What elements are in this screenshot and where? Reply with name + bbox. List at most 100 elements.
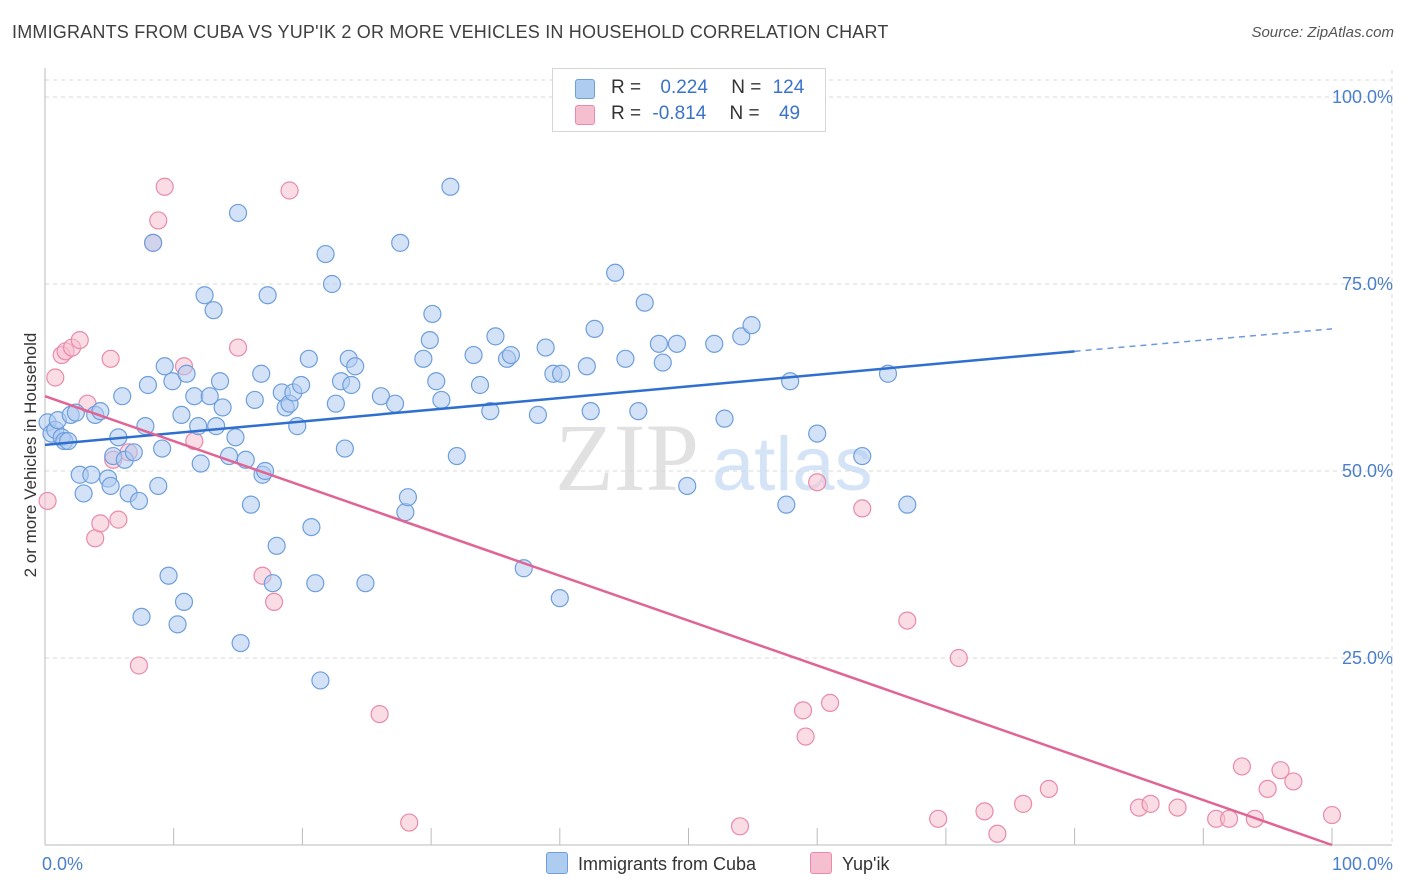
point-cuba xyxy=(585,319,604,338)
legend-swatch-yupik xyxy=(575,105,595,125)
point-cuba xyxy=(185,387,204,406)
point-yupik xyxy=(149,211,168,230)
point-cuba xyxy=(226,428,245,447)
chart-title: IMMIGRANTS FROM CUBA VS YUP'IK 2 OR MORE… xyxy=(12,22,889,42)
point-cuba xyxy=(132,607,151,626)
point-yupik xyxy=(1168,798,1187,817)
point-yupik xyxy=(808,473,827,492)
point-cuba xyxy=(101,476,120,496)
point-yupik xyxy=(1219,809,1239,828)
point-cuba xyxy=(346,357,365,376)
point-yupik xyxy=(101,349,120,368)
point-yupik xyxy=(988,824,1007,843)
point-cuba xyxy=(195,286,214,305)
point-cuba xyxy=(252,364,271,383)
point-yupik xyxy=(46,368,65,387)
point-yupik xyxy=(91,514,110,533)
series-cuba-points xyxy=(38,177,917,690)
point-cuba xyxy=(391,233,410,252)
point-cuba xyxy=(441,177,460,196)
point-yupik xyxy=(228,338,248,357)
point-cuba xyxy=(705,334,724,353)
point-cuba xyxy=(581,402,600,421)
point-cuba xyxy=(191,454,210,473)
point-cuba xyxy=(808,424,827,443)
point-yupik xyxy=(929,809,948,828)
point-yupik xyxy=(1284,772,1303,791)
point-cuba xyxy=(371,387,391,406)
point-cuba xyxy=(342,375,361,395)
point-yupik xyxy=(70,331,89,350)
point-cuba xyxy=(241,495,261,514)
point-cuba xyxy=(606,263,625,282)
point-cuba xyxy=(551,364,571,383)
point-cuba xyxy=(129,491,149,511)
point-cuba xyxy=(356,574,375,593)
point-cuba xyxy=(777,495,796,514)
point-yupik xyxy=(949,648,968,668)
point-yupik xyxy=(280,181,299,200)
point-yupik xyxy=(730,817,750,836)
point-cuba xyxy=(91,402,110,421)
point-cuba xyxy=(464,345,483,365)
legend-swatch-cuba xyxy=(575,79,595,99)
watermark-atlas: atlas xyxy=(712,422,873,507)
legend-n-label: N = xyxy=(729,103,760,124)
point-yupik xyxy=(796,727,815,746)
point-cuba xyxy=(396,503,415,522)
point-cuba xyxy=(635,293,654,312)
bottom-swatch-cuba xyxy=(546,852,568,874)
point-cuba xyxy=(732,327,751,346)
y-tick-label: 75.0% xyxy=(1342,274,1393,294)
point-cuba xyxy=(678,476,697,496)
point-cuba xyxy=(536,338,555,357)
point-cuba xyxy=(326,394,345,413)
point-cuba xyxy=(163,372,182,391)
bottom-legend-yupik: Yup'ik xyxy=(810,852,889,875)
point-cuba xyxy=(470,375,490,395)
point-cuba xyxy=(781,372,800,391)
point-yupik xyxy=(1271,761,1290,780)
point-yupik xyxy=(1322,805,1342,825)
legend: R = 0.224 N = 124 R = -0.814 N = 49 xyxy=(552,68,826,132)
y-tick-label: 100.0% xyxy=(1332,87,1393,107)
point-cuba xyxy=(311,671,330,690)
point-cuba xyxy=(149,476,168,496)
point-yupik xyxy=(820,693,840,712)
point-cuba xyxy=(616,349,635,368)
point-cuba xyxy=(715,409,734,428)
point-yupik xyxy=(109,510,128,529)
point-cuba xyxy=(898,495,917,514)
y-tick-label: 50.0% xyxy=(1342,461,1393,481)
point-cuba xyxy=(159,566,178,585)
point-cuba xyxy=(423,304,442,324)
point-cuba xyxy=(528,405,548,424)
legend-n-value-yupik: 49 xyxy=(778,103,801,124)
axes xyxy=(44,68,1392,846)
point-cuba xyxy=(292,375,311,395)
point-cuba xyxy=(155,357,174,376)
point-cuba xyxy=(486,327,505,346)
point-cuba xyxy=(577,357,596,376)
y-axis-label: 2 or more Vehicles in Household xyxy=(21,333,40,578)
point-cuba xyxy=(414,349,433,368)
point-cuba xyxy=(501,345,520,365)
point-cuba xyxy=(207,417,226,436)
point-yupik xyxy=(155,177,174,196)
point-cuba xyxy=(231,633,250,653)
point-cuba xyxy=(853,446,872,466)
trend-line-yupik xyxy=(44,395,1333,847)
point-cuba xyxy=(335,439,354,458)
tick-labels: 25.0% 50.0% 75.0% 100.0% 0.0% 100.0% xyxy=(42,87,1393,874)
point-cuba xyxy=(153,439,172,458)
point-cuba xyxy=(649,334,668,353)
point-cuba xyxy=(124,443,143,462)
point-cuba xyxy=(629,402,648,421)
legend-n-label: N = xyxy=(731,77,762,98)
point-yupik xyxy=(853,499,872,518)
point-cuba xyxy=(113,387,132,406)
point-cuba xyxy=(302,517,321,537)
trend-line-cuba-extension xyxy=(1074,328,1333,353)
point-yupik xyxy=(400,813,419,832)
